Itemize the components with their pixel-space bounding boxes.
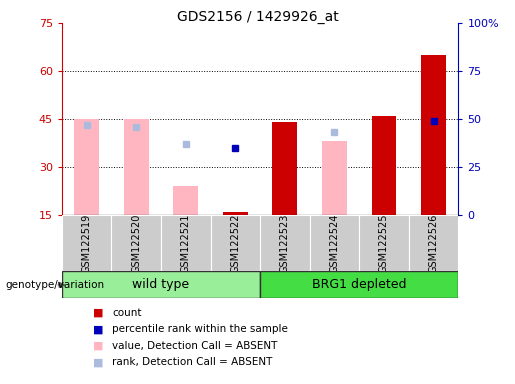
Text: GSM122523: GSM122523 xyxy=(280,213,290,273)
Text: ■: ■ xyxy=(93,308,103,318)
Text: BRG1 depleted: BRG1 depleted xyxy=(312,278,406,291)
Bar xyxy=(359,215,409,271)
Bar xyxy=(260,271,458,298)
Text: rank, Detection Call = ABSENT: rank, Detection Call = ABSENT xyxy=(112,358,272,367)
Bar xyxy=(161,215,211,271)
Bar xyxy=(421,55,446,215)
Text: GSM122520: GSM122520 xyxy=(131,213,141,273)
Bar xyxy=(211,215,260,271)
Text: GSM122519: GSM122519 xyxy=(81,213,92,273)
Bar xyxy=(310,215,359,271)
Text: GSM122525: GSM122525 xyxy=(379,213,389,273)
Bar xyxy=(124,119,148,215)
Text: GSM122521: GSM122521 xyxy=(181,213,191,273)
Text: GSM122526: GSM122526 xyxy=(428,213,439,273)
Text: count: count xyxy=(112,308,142,318)
Bar xyxy=(322,141,347,215)
Text: wild type: wild type xyxy=(132,278,190,291)
Bar xyxy=(62,271,260,298)
Bar xyxy=(260,215,310,271)
Bar xyxy=(223,212,248,215)
Text: genotype/variation: genotype/variation xyxy=(5,280,104,290)
Bar xyxy=(409,215,458,271)
Text: ■: ■ xyxy=(93,324,103,334)
Text: ■: ■ xyxy=(93,358,103,367)
Text: GSM122522: GSM122522 xyxy=(230,213,241,273)
Text: GDS2156 / 1429926_at: GDS2156 / 1429926_at xyxy=(177,10,338,23)
Bar xyxy=(62,215,111,271)
Bar xyxy=(174,186,198,215)
Bar xyxy=(272,122,297,215)
Text: GSM122524: GSM122524 xyxy=(330,213,339,273)
Text: percentile rank within the sample: percentile rank within the sample xyxy=(112,324,288,334)
Bar xyxy=(111,215,161,271)
Text: value, Detection Call = ABSENT: value, Detection Call = ABSENT xyxy=(112,341,278,351)
Bar xyxy=(74,119,99,215)
Bar xyxy=(372,116,397,215)
Text: ■: ■ xyxy=(93,341,103,351)
